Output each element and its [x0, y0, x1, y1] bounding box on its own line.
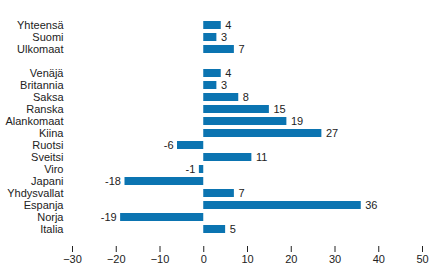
svg-text:-19: -19: [101, 211, 117, 223]
svg-text:Ranska: Ranska: [26, 103, 64, 115]
svg-text:Espanja: Espanja: [24, 199, 65, 211]
svg-text:−20: −20: [107, 253, 126, 265]
svg-text:30: 30: [329, 253, 341, 265]
svg-text:−10: −10: [151, 253, 170, 265]
svg-text:19: 19: [291, 115, 303, 127]
svg-text:Norja: Norja: [37, 211, 64, 223]
svg-text:Viro: Viro: [44, 163, 63, 175]
svg-text:36: 36: [365, 199, 377, 211]
svg-text:Japani: Japani: [31, 175, 63, 187]
svg-text:4: 4: [225, 67, 231, 79]
svg-text:0: 0: [201, 253, 207, 265]
svg-text:Yhteensä: Yhteensä: [17, 19, 64, 31]
svg-text:4: 4: [225, 19, 231, 31]
svg-text:−30: −30: [63, 253, 82, 265]
svg-text:Venäjä: Venäjä: [30, 67, 65, 79]
svg-text:50: 50: [416, 253, 428, 265]
svg-text:20: 20: [285, 253, 297, 265]
svg-text:-18: -18: [105, 175, 121, 187]
svg-text:Suomi: Suomi: [32, 31, 63, 43]
svg-text:Yhdysvallat: Yhdysvallat: [7, 187, 63, 199]
svg-text:Saksa: Saksa: [33, 91, 64, 103]
svg-text:-6: -6: [164, 139, 174, 151]
svg-text:7: 7: [238, 187, 244, 199]
svg-text:5: 5: [230, 223, 236, 235]
svg-text:40: 40: [373, 253, 385, 265]
svg-text:Kiina: Kiina: [39, 127, 64, 139]
svg-text:8: 8: [243, 91, 249, 103]
svg-text:Ruotsi: Ruotsi: [32, 139, 63, 151]
svg-text:3: 3: [221, 79, 227, 91]
svg-text:11: 11: [256, 151, 267, 163]
svg-text:Ulkomaat: Ulkomaat: [17, 43, 63, 55]
svg-text:15: 15: [273, 103, 285, 115]
svg-text:27: 27: [326, 127, 338, 139]
svg-text:10: 10: [241, 253, 253, 265]
svg-text:Alankomaat: Alankomaat: [5, 115, 63, 127]
svg-text:Sveitsi: Sveitsi: [31, 151, 63, 163]
svg-text:7: 7: [238, 43, 244, 55]
svg-text:Italia: Italia: [40, 223, 64, 235]
svg-text:Britannia: Britannia: [20, 79, 64, 91]
svg-text:-1: -1: [186, 163, 196, 175]
svg-text:3: 3: [221, 31, 227, 43]
